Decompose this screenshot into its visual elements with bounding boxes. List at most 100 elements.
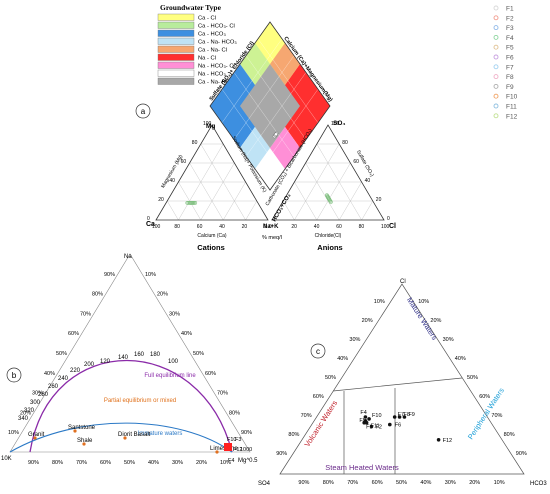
cation-tick-label: 80 (174, 224, 180, 230)
sample-marker-f2 (493, 15, 499, 21)
sample-legend-label: F7 (506, 64, 514, 71)
b-right-tick: 30% (169, 311, 180, 317)
anion-outline (271, 124, 385, 221)
cation-point (191, 200, 195, 205)
apex-hco3-c: HCO3 (530, 481, 547, 487)
b-right-tick: 70% (217, 391, 228, 397)
sample-marker-f10 (493, 93, 499, 99)
sample-legend-label: F5 (506, 45, 514, 52)
sample-legend-label: F2 (506, 15, 514, 22)
c-right-tick: 30% (443, 337, 454, 343)
cation-left-tick: 40 (169, 178, 175, 184)
b-curve-number: 200 (84, 362, 95, 368)
panel-c-label: c (316, 347, 320, 356)
rock-label: Shale (77, 438, 93, 444)
c-bottom-tick: 90% (298, 480, 309, 486)
b-left-tick: 20% (20, 410, 31, 416)
legend-item-label: Ca - Na- Cl (198, 48, 227, 54)
c-point-label: F9 (408, 412, 414, 418)
piper-panel: Groundwater Type Ca - Cl Ca - HCO₃- Cl Ca … (135, 3, 518, 252)
c-point-f11 (364, 420, 369, 425)
c-bottom-tick: 20% (469, 480, 480, 486)
b-curve-number: 340 (18, 416, 29, 422)
ternary-gridline (167, 200, 179, 221)
b-right-tick: 90% (241, 430, 252, 436)
b-curve-number: 280 (38, 392, 49, 398)
b-left-tick: 50% (56, 351, 67, 357)
cation-left-tick: 20 (158, 197, 164, 203)
panel-a-badge (135, 103, 151, 119)
cation-tick-label: 40 (219, 224, 225, 230)
legend-swatch (157, 69, 195, 77)
c-point-f8 (397, 415, 402, 419)
cl-so4-hco3-panel: 10% 10% 20% 20% 30% 30% 40% 40% 50% 50% 60% 60% 70% 7… (258, 279, 547, 487)
cations-title: Cations (197, 243, 225, 252)
b-bottom-tick: 40% (148, 460, 159, 466)
cation-left-tick: 0 (147, 216, 150, 222)
sample-marker-f3 (493, 25, 499, 31)
sample-marker-f1 (493, 5, 499, 11)
c-right-tick: 80% (504, 432, 515, 438)
apex-cl-c: Cl (400, 279, 406, 285)
c-point-label: F11 (371, 424, 380, 430)
b-right-tick: 60% (205, 371, 216, 377)
diamond-gridline (245, 72, 307, 157)
diamond-gridline (221, 38, 283, 123)
full-equilibrium-label: Full equilibrium line (144, 373, 196, 379)
b-curve-number: 100 (168, 359, 179, 365)
cation-bottom-label: Calcium (Ca) (197, 233, 227, 239)
c-left-tick: 50% (325, 375, 336, 381)
sample-legend-label: F3 (506, 25, 514, 32)
c-right-tick: 10% (418, 299, 429, 305)
anion-right-tick: 60 (353, 159, 359, 165)
piper-diamond (209, 21, 331, 191)
c-bottom-tick: 50% (396, 480, 407, 486)
c-point-f6 (388, 422, 392, 427)
sample-legend: F1 F2 F3 F4 F5 F6 F7 F8 F9 F10 F11 F12 (493, 5, 518, 120)
apex-10k: 10K (1, 456, 12, 462)
b-bottom-tick: 70% (76, 460, 87, 466)
sample-marker-f7 (493, 64, 499, 70)
apex-so4: SO₄ (333, 120, 346, 127)
units-label: % meq/l (262, 235, 282, 241)
c-point-label: F1 (366, 425, 372, 431)
c-left-tick: 70% (301, 413, 312, 419)
diamond-gridline (233, 55, 295, 140)
diamond-gridline (257, 38, 319, 123)
sample-marker-f11 (493, 103, 499, 109)
anion-tick-label: 100 (381, 224, 390, 230)
ternary-gridline (316, 162, 351, 221)
b-bottom-tick: 50% (124, 460, 135, 466)
partial-equilibrium-label: Partial equilibrium or mixed (104, 398, 176, 404)
sample-marker-f12 (493, 113, 499, 119)
sample-legend-label: F12 (506, 113, 518, 120)
b-sample-f3: F3 (235, 437, 241, 443)
rock-label: Granit (28, 432, 45, 438)
b-left-tick: 80% (92, 292, 103, 298)
sample-legend-label: F11 (506, 104, 517, 111)
sample-marker-f5 (493, 44, 499, 50)
cation-outline (155, 124, 269, 221)
apex-ca: Ca (146, 221, 155, 228)
anion-tick-label: 60 (336, 224, 342, 230)
sample-legend-label: F1 (506, 6, 514, 13)
sample-legend-label: F6 (506, 55, 514, 62)
b-right-tick: 50% (193, 351, 204, 357)
cation-triangle (155, 124, 269, 221)
mature-boundary (332, 377, 463, 392)
ternary-gridline (200, 162, 235, 221)
anion-bottom-label: Chloride(Cl) (315, 233, 342, 239)
b-right-tick: 10% (145, 272, 156, 278)
b-bottom-tick: 80% (52, 460, 63, 466)
anion-point (326, 195, 330, 200)
b-curve-number: 260 (48, 384, 59, 390)
legend-swatch (157, 61, 195, 69)
anion-right-tick: 20 (376, 197, 382, 203)
b-right-tick: 20% (157, 292, 168, 298)
c-left-tick: 10% (374, 299, 385, 305)
rock-marker (82, 442, 86, 446)
c-right-tick: 40% (455, 356, 466, 362)
legend-swatch (157, 77, 195, 85)
b-curve-number: 120 (100, 359, 111, 365)
